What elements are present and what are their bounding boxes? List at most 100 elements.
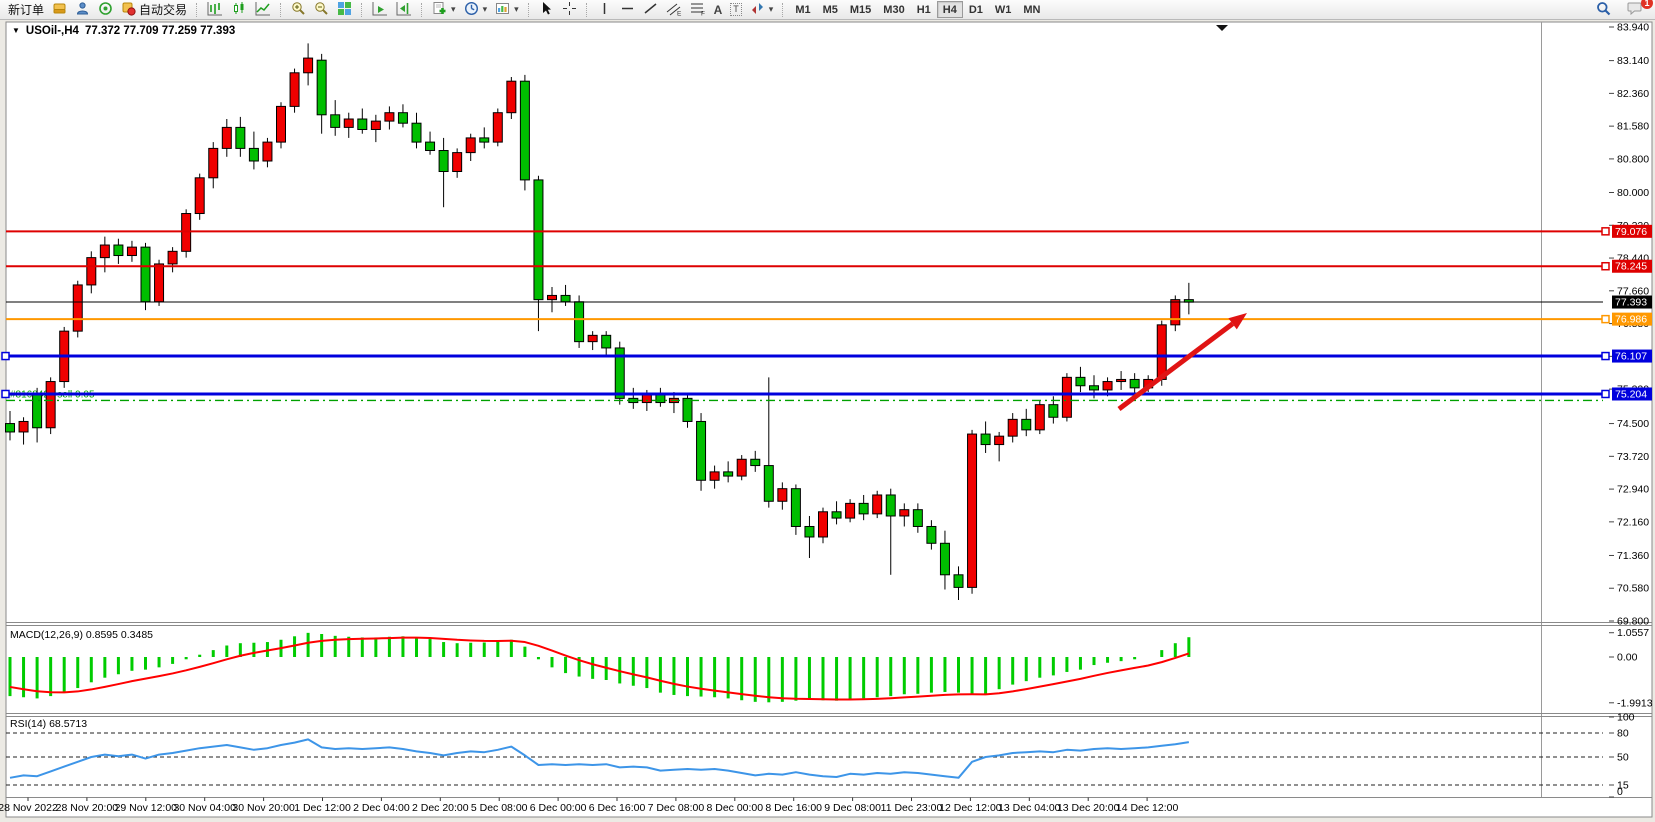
timeframe-m5-button[interactable]: M5 bbox=[817, 1, 844, 18]
auto-scroll-button[interactable] bbox=[368, 1, 392, 19]
tile-windows-icon bbox=[337, 1, 352, 19]
svg-text:70.580: 70.580 bbox=[1617, 583, 1649, 595]
crosshair-icon bbox=[562, 1, 577, 19]
cursor-tool-button[interactable] bbox=[535, 1, 558, 19]
label-tool-button[interactable]: T bbox=[726, 1, 746, 19]
market-watch-button[interactable] bbox=[48, 1, 71, 19]
zoom-out-icon bbox=[314, 1, 329, 19]
text-tool-icon: A bbox=[713, 2, 723, 17]
auto-trading-label: 自动交易 bbox=[139, 3, 188, 17]
line-chart-button[interactable] bbox=[251, 1, 275, 19]
svg-text:8 Dec 16:00: 8 Dec 16:00 bbox=[765, 802, 822, 814]
trendline-tool-button[interactable] bbox=[639, 1, 662, 19]
svg-text:69.800: 69.800 bbox=[1617, 616, 1649, 628]
search-icon bbox=[1596, 1, 1611, 19]
template-button[interactable]: ▾ bbox=[491, 1, 523, 19]
new-chart-button[interactable]: ▾ bbox=[428, 1, 460, 19]
candlestick-chart-button[interactable] bbox=[227, 1, 251, 19]
notifications-button[interactable] bbox=[1623, 1, 1647, 19]
chart-shift-button[interactable] bbox=[392, 1, 416, 19]
svg-text:77.660: 77.660 bbox=[1617, 285, 1649, 297]
terminal-button[interactable] bbox=[71, 1, 94, 19]
fibonacci-tool-button[interactable]: F bbox=[686, 1, 710, 19]
svg-text:E: E bbox=[677, 10, 682, 16]
chart-symbol-period: USOil-,H4 bbox=[25, 25, 79, 37]
arrows-tool-button[interactable]: ▾ bbox=[746, 1, 778, 19]
toolbar: 新订单 自动交易 ▾ ▾ ▾ E F A T ▾ M1 M5 M15 M30 H1 H4 D… bbox=[0, 0, 1655, 20]
new-order-button[interactable]: 新订单 bbox=[4, 1, 48, 19]
channel-tool-button[interactable]: E bbox=[662, 1, 686, 19]
svg-text:6 Dec 00:00: 6 Dec 00:00 bbox=[530, 802, 587, 814]
toolbar-separator bbox=[585, 2, 588, 17]
chat-bubble-icon bbox=[1627, 1, 1643, 19]
svg-text:28 Nov 20:00: 28 Nov 20:00 bbox=[56, 802, 119, 814]
toolbar-separator bbox=[421, 2, 423, 17]
svg-text:8 Dec 00:00: 8 Dec 00:00 bbox=[706, 802, 763, 814]
bar-chart-icon bbox=[207, 1, 223, 19]
equidistant-channel-icon: E bbox=[666, 1, 682, 19]
svg-text:1 Dec 12:00: 1 Dec 12:00 bbox=[294, 802, 351, 814]
chart-shift-icon bbox=[396, 1, 412, 19]
timeframe-h1-button[interactable]: H1 bbox=[911, 1, 937, 18]
vertical-line-icon bbox=[597, 1, 612, 19]
svg-text:75.204: 75.204 bbox=[1615, 388, 1647, 400]
timeframe-m15-button[interactable]: M15 bbox=[844, 1, 877, 18]
text-label-icon: T bbox=[730, 3, 742, 16]
zoom-in-button[interactable] bbox=[287, 1, 310, 19]
chevron-down-icon: ▾ bbox=[514, 4, 519, 14]
new-chart-icon bbox=[432, 1, 447, 19]
horizontal-line-icon bbox=[620, 1, 635, 19]
svg-text:76.986: 76.986 bbox=[1615, 314, 1647, 326]
svg-text:74.500: 74.500 bbox=[1617, 418, 1649, 430]
svg-text:100: 100 bbox=[1617, 712, 1635, 724]
chart-title-bar: ▼ USOil-,H4 77.372 77.709 77.259 77.393 bbox=[12, 25, 235, 37]
svg-text:81.580: 81.580 bbox=[1617, 121, 1649, 133]
collapse-triangle-icon[interactable]: ▼ bbox=[12, 25, 20, 35]
timeframe-w1-button[interactable]: W1 bbox=[989, 1, 1018, 18]
timeframe-h4-button[interactable]: H4 bbox=[936, 1, 963, 18]
svg-text:2 Dec 04:00: 2 Dec 04:00 bbox=[353, 802, 410, 814]
svg-text:12 Dec 12:00: 12 Dec 12:00 bbox=[939, 802, 1002, 814]
svg-text:82.360: 82.360 bbox=[1617, 88, 1649, 100]
svg-text:2 Dec 20:00: 2 Dec 20:00 bbox=[412, 802, 469, 814]
svg-text:7 Dec 08:00: 7 Dec 08:00 bbox=[648, 802, 705, 814]
svg-text:15: 15 bbox=[1617, 780, 1629, 792]
text-tool-button[interactable]: A bbox=[710, 1, 727, 19]
chevron-down-icon: ▾ bbox=[451, 4, 456, 14]
svg-text:73.720: 73.720 bbox=[1617, 451, 1649, 463]
cursor-icon bbox=[539, 1, 554, 19]
timeframe-mn-button[interactable]: MN bbox=[1017, 1, 1046, 18]
timeframe-d1-button[interactable]: D1 bbox=[963, 1, 989, 18]
auto-trading-button[interactable]: 自动交易 bbox=[117, 1, 191, 19]
toolbar-separator bbox=[361, 2, 363, 17]
gold-folder-icon bbox=[52, 1, 67, 19]
timeframe-m30-button[interactable]: M30 bbox=[877, 1, 910, 18]
svg-text:28 Nov 2022: 28 Nov 2022 bbox=[0, 802, 58, 814]
svg-text:29 Nov 12:00: 29 Nov 12:00 bbox=[115, 802, 178, 814]
chart-ohlc-values: 77.372 77.709 77.259 77.393 bbox=[84, 25, 236, 37]
chevron-down-icon: ▾ bbox=[768, 4, 774, 14]
zoom-in-icon bbox=[291, 1, 306, 19]
toolbar-separator bbox=[280, 2, 282, 17]
timeframe-m1-button[interactable]: M1 bbox=[789, 1, 816, 18]
macd-indicator-label: MACD(12,26,9) 0.8595 0.3485 bbox=[10, 629, 154, 641]
search-button[interactable] bbox=[1592, 1, 1615, 19]
tile-windows-button[interactable] bbox=[333, 1, 356, 19]
horizontal-line-tool-button[interactable] bbox=[616, 1, 639, 19]
crosshair-tool-button[interactable] bbox=[558, 1, 581, 19]
svg-text:72.160: 72.160 bbox=[1617, 516, 1649, 528]
period-clock-button[interactable]: ▾ bbox=[460, 1, 492, 19]
svg-text:1.0557: 1.0557 bbox=[1617, 627, 1649, 639]
svg-text:72.940: 72.940 bbox=[1617, 484, 1649, 496]
bar-chart-button[interactable] bbox=[203, 1, 227, 19]
vertical-line-tool-button[interactable] bbox=[593, 1, 616, 19]
strategy-tester-button[interactable] bbox=[94, 1, 117, 19]
svg-text:80: 80 bbox=[1617, 728, 1629, 740]
svg-text:11 Dec 23:00: 11 Dec 23:00 bbox=[881, 802, 943, 814]
chevron-down-icon: ▾ bbox=[482, 4, 488, 14]
svg-text:83.140: 83.140 bbox=[1617, 55, 1649, 67]
rsi-indicator-label: RSI(14) 68.5713 bbox=[10, 718, 88, 730]
svg-text:78.245: 78.245 bbox=[1615, 261, 1647, 273]
zoom-out-button[interactable] bbox=[310, 1, 333, 19]
